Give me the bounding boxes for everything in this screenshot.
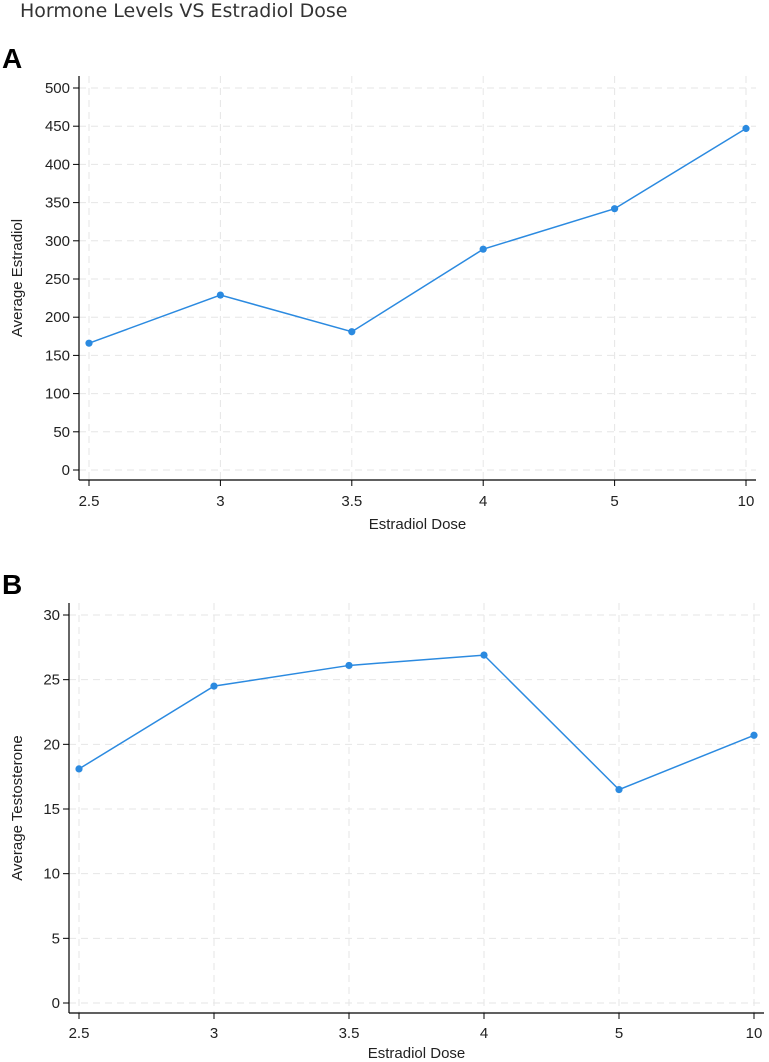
y-tick-label: 10 [43, 866, 60, 883]
series-line [78, 654, 755, 791]
y-tick-label: 25 [43, 672, 60, 689]
y-tick-label: 400 [45, 156, 70, 173]
panel-letter: B [2, 569, 22, 600]
y-tick-label: 20 [43, 736, 60, 753]
x-tick-label: 2.5 [79, 493, 100, 510]
figure-title: Hormone Levels VS Estradiol Dose [20, 0, 348, 22]
panel-letter: A [2, 43, 22, 74]
x-tick-label: 3 [216, 493, 224, 510]
y-tick-label: 15 [43, 801, 60, 818]
data-point [85, 339, 93, 347]
data-point [75, 765, 83, 773]
series-line [88, 127, 747, 344]
x-tick-label: 10 [738, 493, 755, 510]
panel-a: A 0 50 100 150 200 250 300 350 400 450 500 2.5 3 3.5 4 5… [2, 43, 756, 533]
data-point [216, 291, 224, 299]
x-tick-label: 3.5 [339, 1025, 360, 1042]
y-tick-label: 300 [45, 233, 70, 250]
y-tick-label: 500 [45, 80, 70, 97]
x-axis-title: Estradiol Dose [369, 516, 467, 533]
y-tick-label: 0 [52, 995, 60, 1012]
data-point [611, 205, 619, 213]
panel-b: B 0 5 10 15 20 25 30 2.5 3 3.5 4 5 10 Estradiol Dose Av… [2, 569, 764, 1062]
x-tick-label: 4 [480, 1025, 488, 1042]
y-tick-label: 350 [45, 195, 70, 212]
data-point [615, 786, 623, 794]
y-tick-label: 50 [53, 424, 70, 441]
data-point [479, 245, 487, 253]
data-point [348, 328, 356, 336]
y-tick-label: 150 [45, 347, 70, 364]
x-tick-label: 10 [746, 1025, 763, 1042]
data-point [210, 682, 218, 690]
data-point [480, 651, 488, 659]
x-tick-label: 5 [610, 493, 618, 510]
y-tick-label: 0 [62, 462, 70, 479]
x-tick-label: 2.5 [69, 1025, 90, 1042]
y-tick-label: 100 [45, 386, 70, 403]
x-axis-title: Estradiol Dose [368, 1045, 466, 1062]
data-point [742, 124, 750, 133]
y-axis-title: Average Testosterone [9, 735, 26, 880]
data-point [750, 731, 758, 739]
data-point [345, 661, 353, 670]
x-tick-label: 4 [479, 493, 487, 510]
y-axis-title: Average Estradiol [9, 219, 26, 337]
y-tick-label: 5 [52, 930, 60, 947]
y-tick-label: 30 [43, 607, 60, 624]
x-tick-label: 5 [615, 1025, 623, 1042]
y-tick-label: 450 [45, 118, 70, 135]
y-tick-label: 200 [45, 309, 70, 326]
x-tick-label: 3 [210, 1025, 218, 1042]
y-tick-label: 250 [45, 271, 70, 288]
x-tick-label: 3.5 [341, 493, 362, 510]
